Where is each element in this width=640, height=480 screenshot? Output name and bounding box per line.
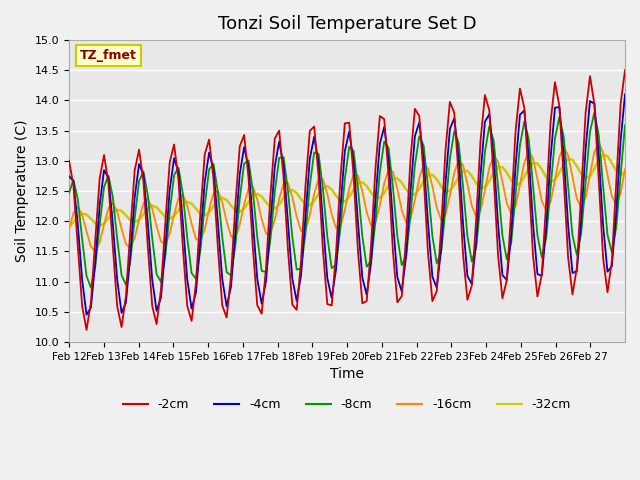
Y-axis label: Soil Temperature (C): Soil Temperature (C): [15, 120, 29, 262]
Legend: -2cm, -4cm, -8cm, -16cm, -32cm: -2cm, -4cm, -8cm, -16cm, -32cm: [118, 394, 576, 417]
Text: TZ_fmet: TZ_fmet: [80, 49, 137, 62]
X-axis label: Time: Time: [330, 367, 364, 381]
Title: Tonzi Soil Temperature Set D: Tonzi Soil Temperature Set D: [218, 15, 476, 33]
